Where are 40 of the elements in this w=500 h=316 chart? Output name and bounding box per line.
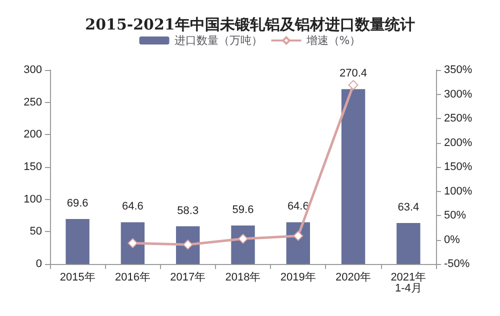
y-tick-label: 100 [24, 193, 42, 206]
y2-tick-label: 300% [444, 88, 472, 100]
bar [396, 223, 420, 264]
y2-tick-label: 0% [444, 234, 460, 246]
chart-title: 2015-2021年中国未锻轧铝及铝材进口数量统计 [85, 16, 415, 34]
bar [120, 222, 145, 264]
y2-tick-label: 250% [444, 112, 472, 124]
x-tick-label: 2016年 [114, 272, 150, 284]
y2-tick-label: 100% [444, 185, 472, 198]
y-tick-label: 0 [36, 258, 42, 270]
data-label: 69.6 [66, 197, 88, 210]
data-label: 270.4 [340, 68, 368, 80]
x-tick-label: 2017年 [170, 272, 206, 284]
data-label: 63.4 [398, 202, 420, 214]
x-tick-label: 2021年 1-4月 [390, 272, 426, 294]
data-label: 59.6 [232, 204, 254, 216]
bar [341, 89, 366, 264]
y-tick-label: 200 [24, 128, 42, 141]
point [293, 230, 304, 241]
y-tick-label: 150 [24, 161, 42, 173]
y-tick-label: 50 [30, 226, 42, 238]
x-tick-label: 2015年 [60, 272, 96, 284]
y2-tick-label: 50% [444, 210, 466, 222]
point [348, 80, 358, 90]
y2-tick-label: -50% [444, 258, 470, 270]
x-tick-label: 2018年 [225, 272, 261, 284]
legend-label: 增速（%） [305, 34, 361, 47]
x-tick-label: 2019年 [280, 272, 316, 284]
bar [176, 226, 200, 264]
y2-tick-label: 350% [444, 64, 472, 76]
y-tick-label: 300 [24, 64, 42, 76]
legend-label: 进口数量（万吨） [174, 34, 262, 47]
y2-tick-label: 200% [444, 136, 472, 149]
data-label: 58.3 [177, 204, 199, 217]
y-tick-label: 250 [24, 96, 42, 108]
x-tick-label: 2020年 [336, 272, 372, 284]
bar [66, 218, 90, 264]
data-label: 64.6 [122, 200, 144, 213]
point [238, 234, 248, 244]
y2-tick-label: 150% [444, 161, 472, 173]
